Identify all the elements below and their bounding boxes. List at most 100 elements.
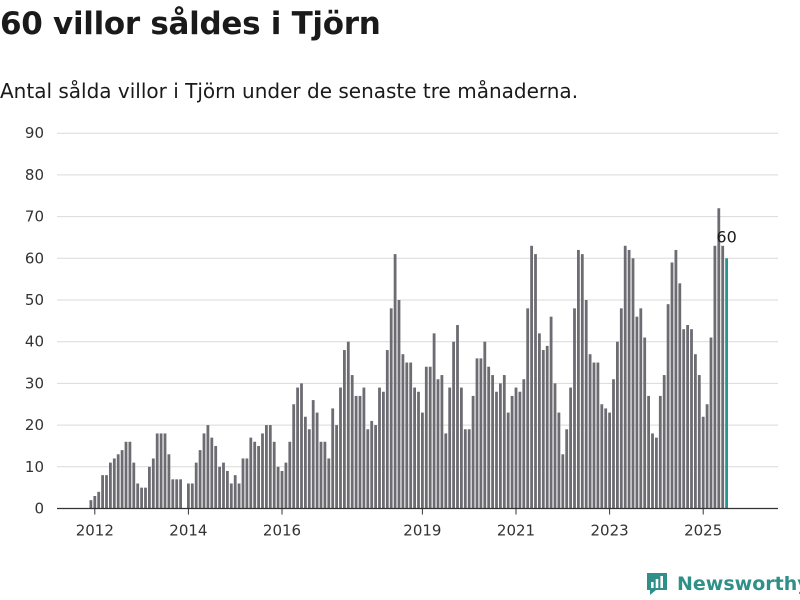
bar (479, 358, 483, 509)
bar (709, 337, 713, 509)
x-axis-ticks: 2012 2014 2016 2019 2021 2023 2025 (76, 508, 722, 540)
bar (623, 245, 627, 509)
bar (635, 316, 639, 509)
grid-lines (57, 132, 778, 468)
bar (717, 208, 721, 509)
x-tick-label: 2012 (76, 522, 114, 540)
chart-subtitle: Antal sålda villor i Tjörn under de sena… (0, 79, 579, 103)
bar (105, 475, 108, 509)
bar (694, 354, 697, 509)
bar (382, 391, 385, 509)
bar (658, 395, 662, 509)
bar (261, 433, 264, 509)
bar (463, 429, 467, 509)
bar (323, 441, 327, 509)
bar (304, 416, 307, 509)
bar (187, 483, 190, 509)
bar (491, 375, 494, 509)
bar (385, 350, 389, 509)
x-tick-label: 2014 (169, 522, 207, 540)
bar (549, 316, 553, 509)
bar (666, 304, 670, 509)
bar (136, 483, 140, 509)
bar (580, 254, 584, 509)
bar (499, 383, 502, 509)
bar (109, 462, 112, 509)
bar (557, 412, 561, 509)
bar (354, 395, 358, 509)
y-tick-label: 0 (34, 500, 44, 518)
bar (444, 433, 448, 509)
bar (335, 425, 338, 509)
bar (296, 387, 299, 509)
bar (370, 420, 374, 509)
bar (432, 333, 436, 509)
y-tick-label: 20 (25, 416, 44, 434)
bar (495, 391, 498, 509)
bar (616, 341, 619, 509)
bar (604, 408, 608, 509)
brand-name: Newsworthy (677, 573, 800, 595)
bar (229, 483, 233, 509)
bars (89, 208, 728, 509)
newsworthy-logo-icon (647, 573, 667, 595)
bar (319, 441, 323, 509)
bar (140, 487, 143, 509)
bar (343, 350, 346, 509)
bar (682, 329, 686, 509)
bar (210, 437, 214, 509)
bar (276, 466, 280, 509)
bar (467, 429, 471, 509)
bar (460, 387, 463, 509)
bar (128, 441, 132, 509)
bar (612, 379, 615, 509)
bar (175, 479, 179, 509)
bar (311, 400, 315, 509)
bar (705, 404, 709, 509)
bar (619, 308, 623, 509)
bar (413, 387, 416, 509)
bar (265, 425, 268, 509)
bar (651, 433, 654, 509)
bar (124, 441, 128, 509)
bar (690, 329, 693, 509)
bar (417, 391, 420, 509)
bar (502, 375, 506, 509)
bar (167, 454, 171, 509)
bar (202, 433, 206, 509)
bar (194, 462, 198, 509)
bar (643, 337, 647, 509)
bar (409, 362, 413, 509)
y-tick-label: 70 (25, 208, 44, 226)
bar (678, 283, 682, 509)
bar (120, 450, 124, 509)
y-tick-label: 60 (25, 249, 44, 267)
data-labels: 60 (716, 227, 736, 246)
bar (112, 458, 116, 509)
bar (358, 395, 362, 509)
bar (89, 500, 93, 509)
bar (670, 262, 674, 509)
bar (565, 429, 569, 509)
bar (545, 345, 549, 509)
bar (440, 375, 444, 509)
bar (510, 395, 514, 509)
bar (541, 350, 545, 509)
bar (116, 454, 120, 509)
bar (526, 308, 530, 509)
bar (421, 412, 424, 509)
bar (553, 383, 557, 509)
bar (530, 245, 533, 509)
bar (401, 354, 405, 509)
bar (701, 416, 705, 509)
bar (588, 354, 592, 509)
brand: Newsworthy (645, 571, 800, 597)
bar (132, 462, 136, 509)
bar (647, 395, 650, 509)
bar (483, 341, 487, 509)
bar (155, 433, 159, 509)
bar (222, 462, 225, 509)
bar (686, 325, 689, 509)
bar (350, 375, 354, 509)
bar (428, 366, 432, 509)
